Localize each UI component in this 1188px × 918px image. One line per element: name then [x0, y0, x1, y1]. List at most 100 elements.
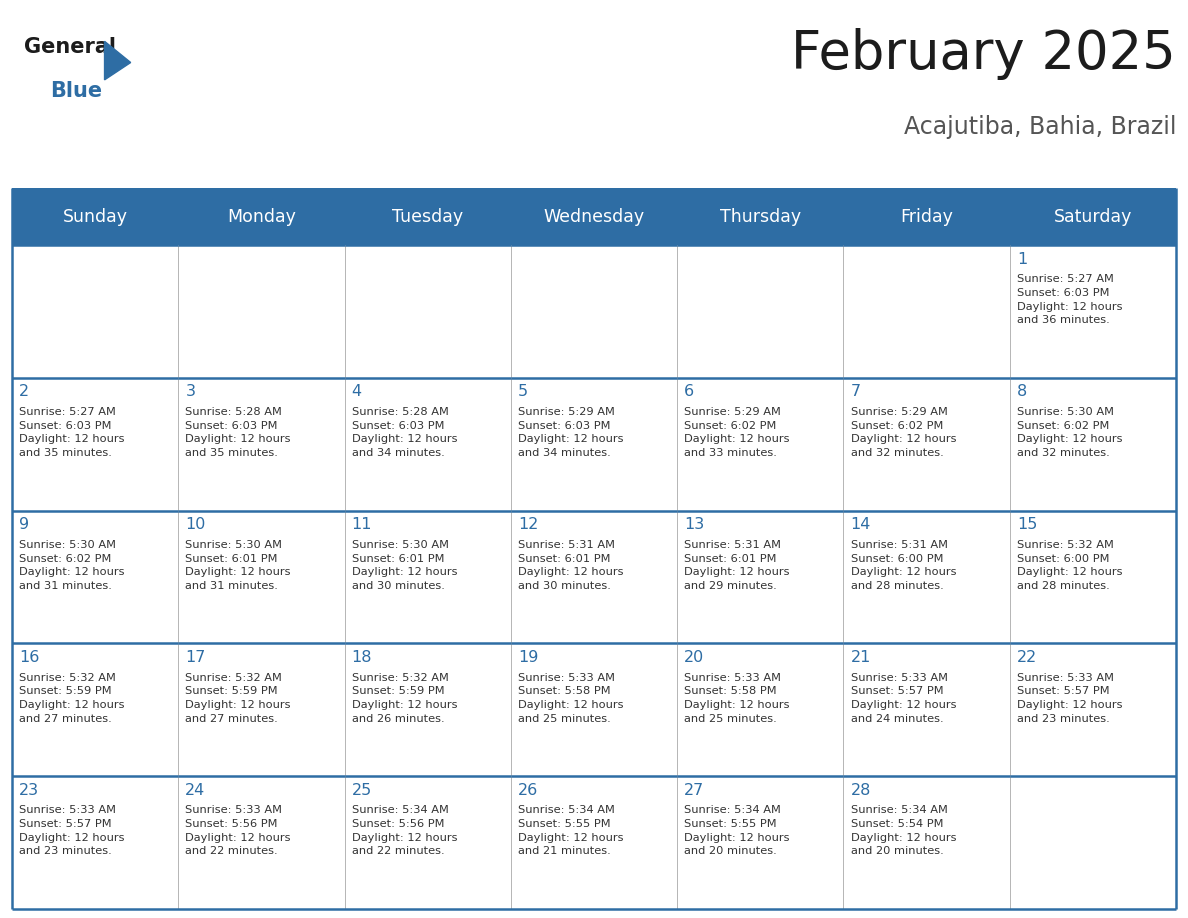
Text: Sunrise: 5:30 AM
Sunset: 6:02 PM
Daylight: 12 hours
and 31 minutes.: Sunrise: 5:30 AM Sunset: 6:02 PM Dayligh…	[19, 540, 125, 591]
Text: Sunrise: 5:32 AM
Sunset: 5:59 PM
Daylight: 12 hours
and 26 minutes.: Sunrise: 5:32 AM Sunset: 5:59 PM Dayligh…	[352, 673, 457, 723]
Bar	[677, 776, 843, 909]
Bar	[178, 776, 345, 909]
Bar	[178, 510, 345, 644]
Bar	[1010, 776, 1176, 909]
Bar	[345, 510, 511, 644]
Bar	[843, 378, 1010, 510]
Text: Sunrise: 5:34 AM
Sunset: 5:54 PM
Daylight: 12 hours
and 20 minutes.: Sunrise: 5:34 AM Sunset: 5:54 PM Dayligh…	[851, 805, 956, 856]
Text: Sunrise: 5:31 AM
Sunset: 6:00 PM
Daylight: 12 hours
and 28 minutes.: Sunrise: 5:31 AM Sunset: 6:00 PM Dayligh…	[851, 540, 956, 591]
Bar	[345, 188, 511, 245]
Text: 23: 23	[19, 782, 39, 798]
Text: February 2025: February 2025	[791, 28, 1176, 80]
Text: Thursday: Thursday	[720, 207, 801, 226]
Text: Sunrise: 5:30 AM
Sunset: 6:01 PM
Daylight: 12 hours
and 31 minutes.: Sunrise: 5:30 AM Sunset: 6:01 PM Dayligh…	[185, 540, 291, 591]
Text: 12: 12	[518, 517, 538, 532]
Text: Sunrise: 5:27 AM
Sunset: 6:03 PM
Daylight: 12 hours
and 35 minutes.: Sunrise: 5:27 AM Sunset: 6:03 PM Dayligh…	[19, 408, 125, 458]
Bar	[843, 245, 1010, 378]
Text: Monday: Monday	[227, 207, 296, 226]
Text: 27: 27	[684, 782, 704, 798]
Text: 22: 22	[1017, 650, 1037, 665]
Text: 15: 15	[1017, 517, 1037, 532]
Text: 25: 25	[352, 782, 372, 798]
Text: Sunrise: 5:33 AM
Sunset: 5:57 PM
Daylight: 12 hours
and 23 minutes.: Sunrise: 5:33 AM Sunset: 5:57 PM Dayligh…	[1017, 673, 1123, 723]
Bar	[1010, 644, 1176, 776]
Bar	[12, 510, 178, 644]
Text: 16: 16	[19, 650, 39, 665]
Text: 10: 10	[185, 517, 206, 532]
Text: 19: 19	[518, 650, 538, 665]
Bar	[178, 644, 345, 776]
Text: 20: 20	[684, 650, 704, 665]
Bar	[843, 644, 1010, 776]
Text: Sunrise: 5:34 AM
Sunset: 5:55 PM
Daylight: 12 hours
and 21 minutes.: Sunrise: 5:34 AM Sunset: 5:55 PM Dayligh…	[518, 805, 624, 856]
Text: Tuesday: Tuesday	[392, 207, 463, 226]
Bar	[511, 644, 677, 776]
Polygon shape	[105, 41, 131, 80]
Text: 18: 18	[352, 650, 372, 665]
Bar	[12, 245, 178, 378]
Text: Sunrise: 5:32 AM
Sunset: 5:59 PM
Daylight: 12 hours
and 27 minutes.: Sunrise: 5:32 AM Sunset: 5:59 PM Dayligh…	[185, 673, 291, 723]
Bar	[843, 776, 1010, 909]
Text: 11: 11	[352, 517, 372, 532]
Text: 21: 21	[851, 650, 871, 665]
Text: Sunrise: 5:33 AM
Sunset: 5:58 PM
Daylight: 12 hours
and 25 minutes.: Sunrise: 5:33 AM Sunset: 5:58 PM Dayligh…	[518, 673, 624, 723]
Text: Sunrise: 5:34 AM
Sunset: 5:55 PM
Daylight: 12 hours
and 20 minutes.: Sunrise: 5:34 AM Sunset: 5:55 PM Dayligh…	[684, 805, 790, 856]
Bar	[12, 188, 178, 245]
Bar	[345, 776, 511, 909]
Bar	[511, 510, 677, 644]
Bar	[12, 644, 178, 776]
Bar	[843, 188, 1010, 245]
Text: Sunrise: 5:28 AM
Sunset: 6:03 PM
Daylight: 12 hours
and 34 minutes.: Sunrise: 5:28 AM Sunset: 6:03 PM Dayligh…	[352, 408, 457, 458]
Text: Blue: Blue	[50, 81, 102, 101]
Bar	[178, 378, 345, 510]
Text: 17: 17	[185, 650, 206, 665]
Text: 13: 13	[684, 517, 704, 532]
Text: Sunrise: 5:31 AM
Sunset: 6:01 PM
Daylight: 12 hours
and 30 minutes.: Sunrise: 5:31 AM Sunset: 6:01 PM Dayligh…	[518, 540, 624, 591]
Text: 2: 2	[19, 385, 30, 399]
Text: Sunrise: 5:34 AM
Sunset: 5:56 PM
Daylight: 12 hours
and 22 minutes.: Sunrise: 5:34 AM Sunset: 5:56 PM Dayligh…	[352, 805, 457, 856]
Text: General: General	[24, 37, 115, 57]
Bar	[511, 188, 677, 245]
Text: Sunrise: 5:30 AM
Sunset: 6:02 PM
Daylight: 12 hours
and 32 minutes.: Sunrise: 5:30 AM Sunset: 6:02 PM Dayligh…	[1017, 408, 1123, 458]
Bar	[843, 510, 1010, 644]
Text: Sunrise: 5:33 AM
Sunset: 5:58 PM
Daylight: 12 hours
and 25 minutes.: Sunrise: 5:33 AM Sunset: 5:58 PM Dayligh…	[684, 673, 790, 723]
Bar	[511, 245, 677, 378]
Text: 8: 8	[1017, 385, 1028, 399]
Text: Sunrise: 5:27 AM
Sunset: 6:03 PM
Daylight: 12 hours
and 36 minutes.: Sunrise: 5:27 AM Sunset: 6:03 PM Dayligh…	[1017, 274, 1123, 325]
Text: Sunrise: 5:33 AM
Sunset: 5:57 PM
Daylight: 12 hours
and 24 minutes.: Sunrise: 5:33 AM Sunset: 5:57 PM Dayligh…	[851, 673, 956, 723]
Text: Sunrise: 5:29 AM
Sunset: 6:02 PM
Daylight: 12 hours
and 32 minutes.: Sunrise: 5:29 AM Sunset: 6:02 PM Dayligh…	[851, 408, 956, 458]
Bar	[511, 776, 677, 909]
Text: 14: 14	[851, 517, 871, 532]
Bar	[677, 188, 843, 245]
Text: 28: 28	[851, 782, 871, 798]
Text: Friday: Friday	[901, 207, 953, 226]
Text: 26: 26	[518, 782, 538, 798]
Text: Sunrise: 5:29 AM
Sunset: 6:02 PM
Daylight: 12 hours
and 33 minutes.: Sunrise: 5:29 AM Sunset: 6:02 PM Dayligh…	[684, 408, 790, 458]
Text: 9: 9	[19, 517, 30, 532]
Text: Sunrise: 5:28 AM
Sunset: 6:03 PM
Daylight: 12 hours
and 35 minutes.: Sunrise: 5:28 AM Sunset: 6:03 PM Dayligh…	[185, 408, 291, 458]
Text: Sunrise: 5:32 AM
Sunset: 6:00 PM
Daylight: 12 hours
and 28 minutes.: Sunrise: 5:32 AM Sunset: 6:00 PM Dayligh…	[1017, 540, 1123, 591]
Bar	[677, 378, 843, 510]
Bar	[511, 378, 677, 510]
Bar	[178, 245, 345, 378]
Bar	[1010, 245, 1176, 378]
Bar	[1010, 510, 1176, 644]
Text: Sunrise: 5:29 AM
Sunset: 6:03 PM
Daylight: 12 hours
and 34 minutes.: Sunrise: 5:29 AM Sunset: 6:03 PM Dayligh…	[518, 408, 624, 458]
Text: Acajutiba, Bahia, Brazil: Acajutiba, Bahia, Brazil	[904, 115, 1176, 139]
Text: Sunrise: 5:31 AM
Sunset: 6:01 PM
Daylight: 12 hours
and 29 minutes.: Sunrise: 5:31 AM Sunset: 6:01 PM Dayligh…	[684, 540, 790, 591]
Text: Sunrise: 5:30 AM
Sunset: 6:01 PM
Daylight: 12 hours
and 30 minutes.: Sunrise: 5:30 AM Sunset: 6:01 PM Dayligh…	[352, 540, 457, 591]
Text: 5: 5	[518, 385, 529, 399]
Text: Sunday: Sunday	[63, 207, 127, 226]
Bar	[345, 644, 511, 776]
Bar	[677, 510, 843, 644]
Text: 6: 6	[684, 385, 695, 399]
Text: Sunrise: 5:33 AM
Sunset: 5:57 PM
Daylight: 12 hours
and 23 minutes.: Sunrise: 5:33 AM Sunset: 5:57 PM Dayligh…	[19, 805, 125, 856]
Bar	[345, 245, 511, 378]
Text: Wednesday: Wednesday	[543, 207, 645, 226]
Bar	[12, 776, 178, 909]
Bar	[12, 378, 178, 510]
Bar	[677, 644, 843, 776]
Bar	[677, 245, 843, 378]
Text: Saturday: Saturday	[1054, 207, 1132, 226]
Text: 7: 7	[851, 385, 861, 399]
